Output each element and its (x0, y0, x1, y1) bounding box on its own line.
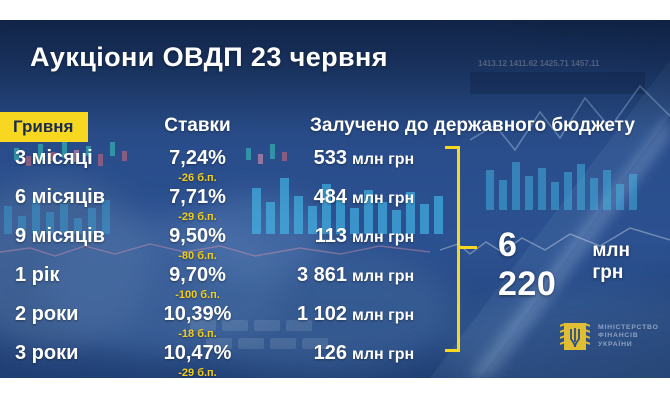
amount-unit: млн грн (352, 346, 415, 363)
term-label: 6 місяців (15, 186, 105, 208)
amount-cell: 113 млн грн (253, 225, 428, 248)
rate-delta: -100 б.п. (175, 289, 220, 301)
amount-cell: 1 102 млн грн (253, 303, 428, 326)
amount-unit: млн грн (352, 307, 415, 324)
hand-blob (185, 195, 325, 275)
amount-unit: млн грн (352, 268, 415, 285)
amount-unit: млн грн (352, 151, 415, 168)
laptop-edge-glow (430, 60, 670, 378)
hand-blob (175, 248, 455, 372)
rate-delta: -29 б.п. (178, 211, 217, 223)
rate-cell: 9,70% -100 б.п. (130, 264, 265, 301)
rate-value: 10,39% (163, 303, 232, 325)
ticker-numbers: 1413.12 1411.62 1425.71 1457.11 (478, 59, 600, 68)
amount-value: 113 (314, 225, 347, 247)
column-header-raised: Залучено до державного бюджету (310, 115, 635, 136)
amount-value: 3 861 (296, 264, 347, 286)
ministry-logo: Міністерство фінансів України (560, 321, 659, 352)
ministry-logo-text: Міністерство фінансів України (598, 324, 659, 349)
logo-line-1: Міністерство (598, 323, 659, 331)
rate-delta: -26 б.п. (178, 172, 217, 184)
keyboard-keys (190, 320, 328, 349)
page-title: Аукціони ОВДП 23 червня (30, 42, 388, 72)
term-label: 3 роки (15, 342, 79, 364)
rate-cell: 9,50% -80 б.п. (130, 225, 265, 262)
amount-cell: 533 млн грн (253, 147, 428, 170)
rate-cell: 7,71% -29 б.п. (130, 186, 265, 223)
logo-line-3: України (598, 340, 633, 348)
amount-unit: млн грн (352, 190, 415, 207)
amount-value: 484 (313, 186, 347, 208)
trident-emblem-icon (560, 323, 590, 350)
total-bracket-line (457, 146, 460, 352)
rate-cell: 10,47% -29 б.п. (130, 342, 265, 378)
rate-cell: 7,24% -26 б.п. (130, 147, 265, 184)
rate-value: 9,70% (169, 264, 226, 286)
rate-delta: -29 б.п. (178, 367, 217, 378)
ticker-panel (470, 72, 645, 94)
term-label: 1 рік (15, 264, 60, 286)
term-label: 3 місяці (15, 147, 93, 169)
candlestick-chart (14, 140, 287, 166)
amount-cell: 126 млн грн (253, 342, 428, 365)
total-value: 6 220 (498, 226, 557, 303)
column-header-rates: Ставки (164, 115, 231, 136)
rate-value: 9,50% (169, 225, 226, 247)
amount-cell: 484 млн грн (253, 186, 428, 209)
total-bracket-tick (460, 246, 477, 249)
price-line-white (439, 227, 670, 255)
rate-value: 7,71% (169, 186, 226, 208)
amount-unit: млн грн (352, 229, 415, 246)
rate-value: 10,47% (163, 342, 232, 364)
volume-bars (4, 162, 637, 234)
total-unit: млн грн (592, 240, 630, 283)
term-label: 2 роки (15, 303, 79, 325)
logo-line-2: фінансів (598, 332, 639, 340)
total-raised: 6 220 млн грн (498, 226, 666, 304)
rate-delta: -18 б.п. (178, 328, 217, 340)
amount-value: 1 102 (296, 303, 347, 325)
laptop-edge-highlight (468, 112, 670, 378)
amount-cell: 3 861 млн грн (253, 264, 428, 287)
rate-cell: 10,39% -18 б.п. (130, 303, 265, 340)
price-line-pink (0, 243, 431, 257)
rate-delta: -80 б.п. (178, 250, 217, 262)
term-label: 9 місяців (15, 225, 105, 247)
photo-canvas: 1413.12 1411.62 1425.71 1457.11 (0, 20, 670, 378)
total-bracket-top (445, 146, 460, 149)
amount-value: 126 (313, 342, 347, 364)
total-bracket-bottom (445, 349, 460, 352)
rate-value: 7,24% (169, 147, 226, 169)
amount-value: 533 (313, 147, 347, 169)
currency-badge: Гривня (0, 112, 89, 142)
